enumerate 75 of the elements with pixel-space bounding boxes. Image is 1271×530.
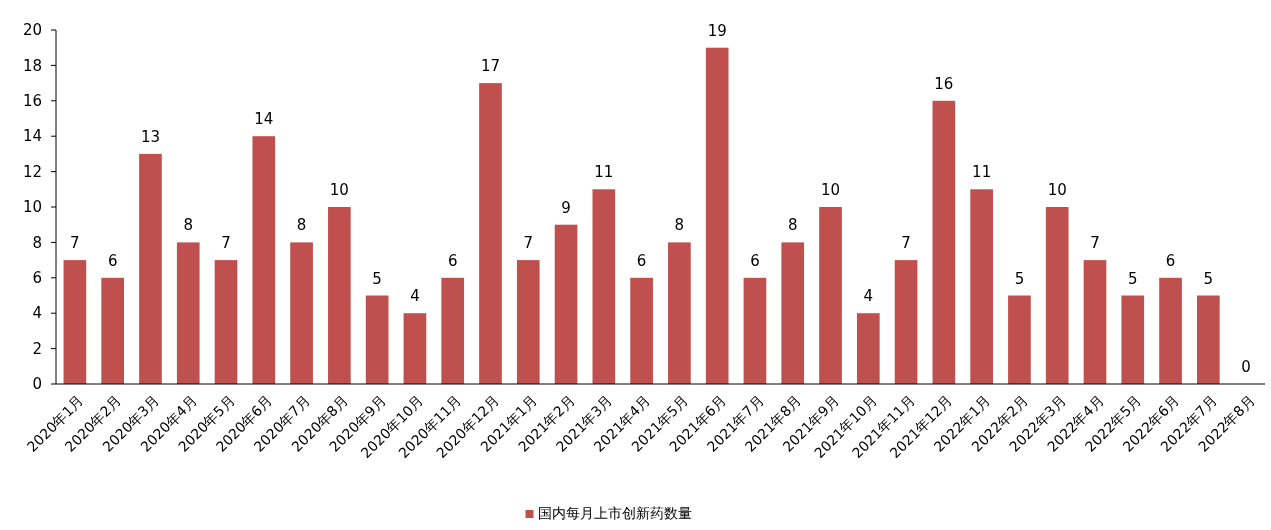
bar [781,242,805,384]
bar [365,295,389,384]
data-label: 7 [221,234,231,253]
y-tick-label: 12 [22,162,42,181]
data-label: 6 [1165,251,1176,270]
bar [1159,277,1182,384]
y-tick-label: 20 [22,21,42,40]
bar [252,136,276,384]
data-label: 11 [972,163,992,182]
bar [63,260,87,384]
y-tick-label: 2 [32,339,42,358]
data-label: 7 [70,234,80,253]
data-label: 4 [863,287,874,306]
data-label: 19 [707,21,727,40]
data-label: 5 [1203,269,1214,288]
data-label: 6 [750,251,760,270]
data-label: 6 [636,251,647,270]
data-label: 13 [140,127,160,146]
data-label: 8 [183,216,194,235]
bar [139,153,162,384]
y-tick-label: 14 [22,127,42,146]
bar [1045,207,1069,384]
bar [403,313,427,384]
data-label: 5 [1127,269,1138,288]
legend-label: 国内每月上市创新药数量 [537,505,692,521]
data-label: 10 [1047,181,1067,199]
data-label: 9 [561,198,571,217]
bar [214,260,238,384]
bar [328,207,351,384]
y-tick-label: 4 [32,304,42,323]
data-label: 7 [523,234,534,253]
bar [592,189,616,384]
data-label: 10 [329,181,349,199]
data-label: 17 [480,57,501,76]
y-tick-label: 6 [32,269,42,288]
data-label: 0 [1241,358,1251,376]
data-label: 4 [410,287,420,306]
bar [970,189,993,384]
bar [479,83,502,384]
data-label: 16 [934,74,954,93]
data-label: 8 [787,216,798,235]
bar [101,277,125,384]
data-label: 7 [901,234,911,253]
bar [441,277,465,384]
y-tick-label: 0 [32,375,42,394]
bar [516,260,540,384]
bar [1196,295,1220,384]
y-tick-label: 18 [22,56,42,75]
bar [1121,295,1145,384]
y-tick-label: 10 [22,198,42,217]
data-label: 6 [447,251,458,270]
data-label: 5 [1014,269,1025,288]
bar [856,313,880,384]
data-label: 10 [820,181,841,199]
y-tick-label: 8 [32,233,42,252]
bar [932,100,956,384]
data-label: 8 [296,216,307,235]
bar [176,242,200,384]
bar [668,242,691,384]
data-label: 11 [594,163,614,182]
data-label: 5 [372,269,382,288]
bar [1008,295,1031,384]
bar [743,277,767,384]
data-label: 6 [107,251,118,270]
data-label: 7 [1090,234,1100,253]
bar [894,260,918,384]
bar [630,277,653,384]
bar [705,47,729,384]
bar [554,224,578,384]
y-tick-label: 16 [22,92,42,111]
bar [290,242,313,384]
data-label: 8 [674,216,685,235]
bar [1083,260,1107,384]
data-label: 14 [254,110,274,129]
bar [819,207,842,384]
